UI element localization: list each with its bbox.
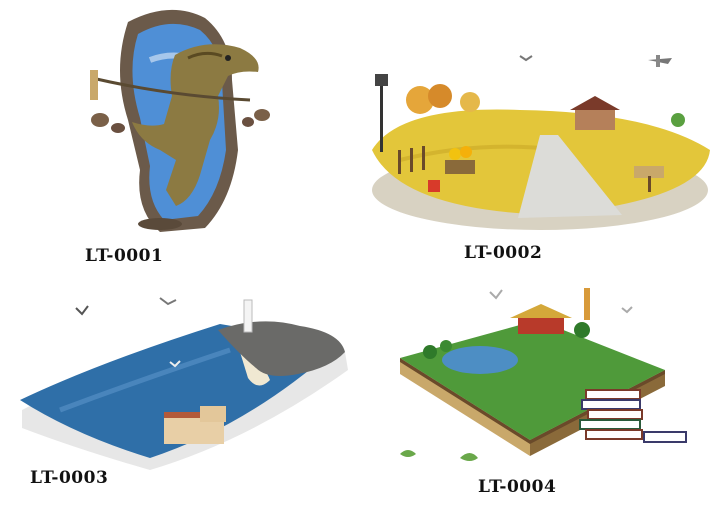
product-code: LT-0003 — [30, 468, 109, 488]
product-code: LT-0002 — [464, 243, 543, 263]
product-card-4[interactable]: LT-0004 — [360, 270, 720, 509]
coastal-lighthouse-book-image — [20, 297, 348, 470]
meadow-island-path-image — [372, 55, 710, 230]
product-card-2[interactable]: LT-0002 — [360, 0, 720, 270]
dinosaur-breaking-wall-image — [90, 9, 270, 233]
product-card-3[interactable]: LT-0003 — [0, 270, 360, 509]
product-code: LT-0001 — [85, 246, 164, 266]
product-card-1[interactable]: LT-0001 — [0, 0, 360, 270]
landscape-on-book-image — [400, 288, 687, 461]
product-code: LT-0004 — [478, 477, 557, 497]
